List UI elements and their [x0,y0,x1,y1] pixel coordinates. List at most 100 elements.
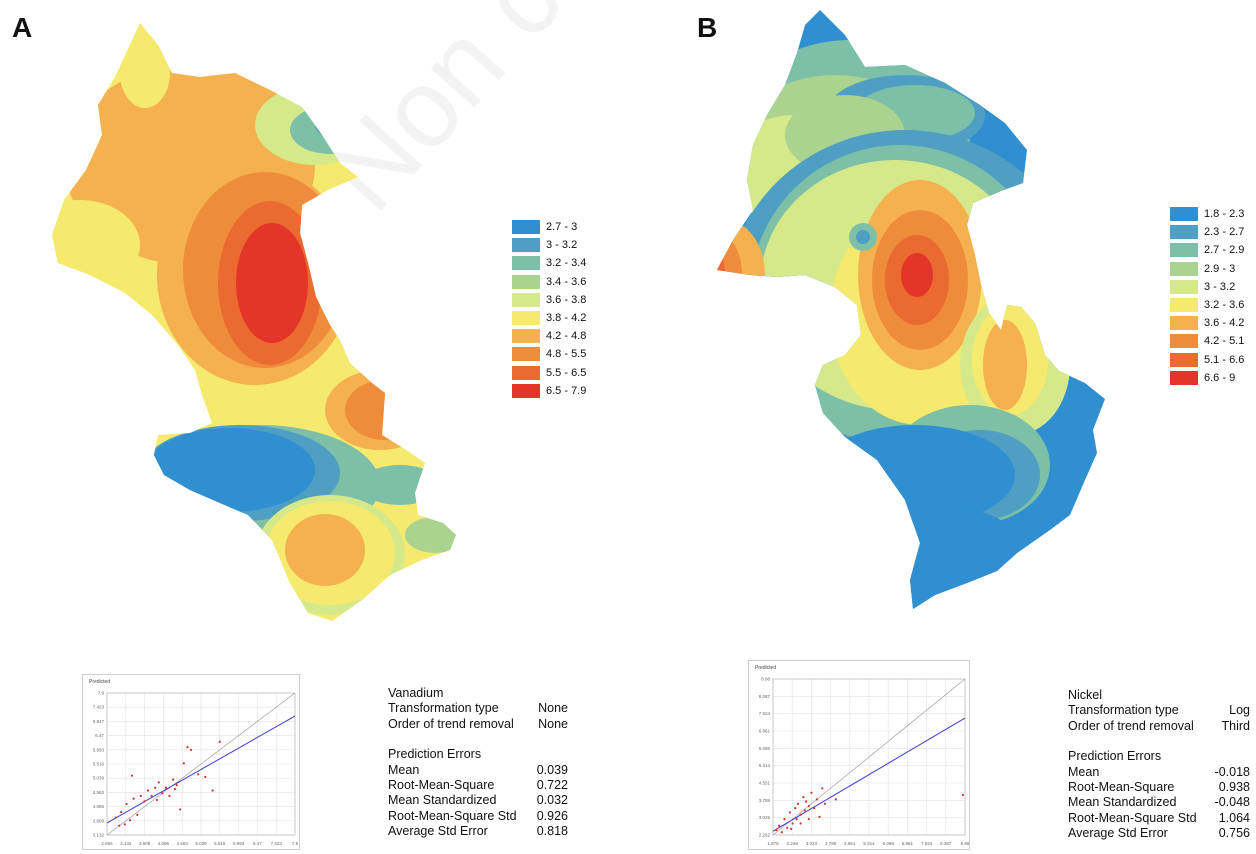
x-tick-label: 1.876 [767,841,779,846]
error-row: Mean 0.039 [388,763,568,778]
data-point [796,802,800,805]
legend-entry: 3.6 - 4.2 [1170,314,1244,332]
x-tick-label: 7.624 [921,841,933,846]
stats-value: Log [1229,703,1250,718]
data-point [155,798,159,802]
legend-swatch [512,220,540,235]
x-tick-label: 5.516 [214,841,226,846]
data-point [164,786,168,789]
x-tick-label: 6.47 [253,841,262,846]
x-tick-label: 7.423 [271,841,283,846]
legend-swatch [512,292,540,307]
error-row: Root-Mean-Square Std 0.926 [388,809,568,824]
stats-value: None [538,701,568,716]
legend-label: 4.8 - 5.5 [546,348,587,361]
data-point [128,819,132,822]
y-tick-label: 7.9 [98,691,105,696]
legend-swatch [512,274,540,289]
data-point [810,791,813,794]
legend-entry: 1.8 - 2.3 [1170,205,1244,223]
legend-swatch [1170,298,1198,313]
scatter-svg-a: 2.656 3.132 3.609 4.086 4.563 5.039 5.516 5.993… [89,679,299,846]
scatter-svg-b: 1.876 2.249 3.023 3.786 4.551 5.314 6.098 6.861… [755,665,970,846]
error-label: Average Std Error [1068,826,1168,841]
legend-label: 5.1 - 6.6 [1204,353,1245,366]
data-point [197,773,200,776]
legend-label: 3.6 - 4.2 [1204,317,1245,330]
data-point [146,789,150,792]
x-tick-label: 2.249 [787,841,799,846]
stats-label: Order of trend removal [1068,718,1194,733]
x-tick-label: 8.387 [940,841,952,846]
legend-entry: 3 - 3.2 [1170,278,1244,296]
data-point [139,794,142,797]
y-tick-label: 4.551 [759,781,771,786]
x-tick-label: 6.098 [883,841,895,846]
data-point [788,811,791,814]
data-point [818,815,821,819]
error-value: 1.064 [1218,810,1250,825]
x-tick-label: 8.98 [961,841,969,846]
y-tick-label: 4.086 [93,804,105,809]
y-tick-label: 6.47 [95,733,104,738]
data-point [123,823,126,826]
legend-entry: 3.2 - 3.6 [1170,296,1244,314]
legend-entry: 3 - 3.2 [512,236,586,254]
legend-entry: 3.4 - 3.6 [512,273,586,291]
reference-line [106,692,296,836]
x-tick-label: 6.861 [902,841,914,846]
data-point [136,813,139,816]
error-row: Root-Mean-Square 0.938 [1068,780,1250,795]
legend-entry: 4.8 - 5.5 [512,345,586,363]
y-tick-label: 6.861 [759,729,771,734]
legend-entry: 6.6 - 9 [1170,369,1244,387]
scatter-plot-a: 2.656 3.132 3.609 4.086 4.563 5.039 5.516 5.993… [82,674,300,850]
data-point [150,794,153,797]
data-point [780,831,783,834]
panel-label-a: A [12,12,33,43]
legend-label: 3.2 - 3.4 [546,257,587,270]
data-point [815,798,818,801]
data-point [189,748,193,751]
legend-swatch [512,383,540,398]
y-tick-label: 3.132 [93,833,105,838]
legend-swatch [1170,225,1198,240]
data-point [777,824,781,827]
data-point [783,818,786,821]
error-value: 0.756 [1218,826,1250,841]
data-point [120,811,123,814]
legend-label: 1.8 - 2.3 [1204,208,1245,221]
legend-label: 2.9 - 3 [1204,262,1236,275]
data-point [130,774,133,777]
legend-label: 3.8 - 4.2 [546,312,587,325]
y-tick-label: 5.039 [93,776,105,781]
stats-row: Order of trend removal Third [1068,719,1250,734]
x-tick-label: 2.656 [101,841,113,846]
legend-label: 3.2 - 3.6 [1204,299,1245,312]
error-value: 0.818 [536,824,568,839]
data-point [204,775,207,779]
scatter-plot-b: 1.876 2.249 3.023 3.786 4.551 5.314 6.098 6.861… [748,660,970,850]
y-tick-label: 5.314 [759,763,771,768]
error-label: Mean Standardized [388,793,497,808]
error-row: Average Std Error 0.756 [1068,826,1250,841]
data-point [813,807,816,810]
legend-label: 3.6 - 3.8 [546,293,587,306]
x-tick-label: 3.023 [806,841,818,846]
legend-entry: 3.6 - 3.8 [512,291,586,309]
legend-entry: 4.2 - 5.1 [1170,332,1244,350]
legend-a: 2.7 - 3 3 - 3.2 3.2 - 3.4 3.4 - 3.6 3.6 - 3.… [512,218,586,400]
data-point [794,807,797,810]
data-point [173,788,177,791]
legend-label: 3 - 3.2 [546,239,578,252]
errors-title: Prediction Errors [1068,749,1162,764]
error-value: 0.926 [536,808,568,823]
stats-label: Transformation type [388,701,499,716]
data-point [807,818,810,821]
legend-swatch [512,347,540,362]
error-row: Root-Mean-Square Std 1.064 [1068,811,1250,826]
legend-label: 5.5 - 6.5 [546,366,587,379]
error-value: 0.032 [536,793,568,808]
x-tick-label: 3.132 [120,841,132,846]
legend-swatch [512,365,540,380]
